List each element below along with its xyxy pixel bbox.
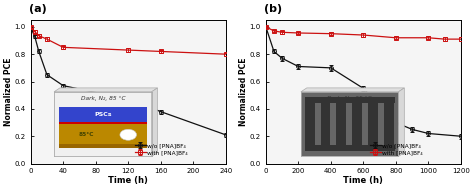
Legend: w/o [PNA]BF₄, with [PNA]BF₄: w/o [PNA]BF₄, with [PNA]BF₄: [135, 143, 188, 155]
X-axis label: Time (h): Time (h): [344, 176, 383, 185]
Y-axis label: Normalized PCE: Normalized PCE: [239, 57, 248, 126]
Legend: w/o [PNA]BF₄, with [PNA]BF₄: w/o [PNA]BF₄, with [PNA]BF₄: [370, 143, 423, 155]
X-axis label: Time (h): Time (h): [108, 176, 148, 185]
Text: (a): (a): [29, 4, 46, 14]
Text: (b): (b): [264, 4, 282, 14]
Y-axis label: Normalized PCE: Normalized PCE: [4, 57, 13, 126]
